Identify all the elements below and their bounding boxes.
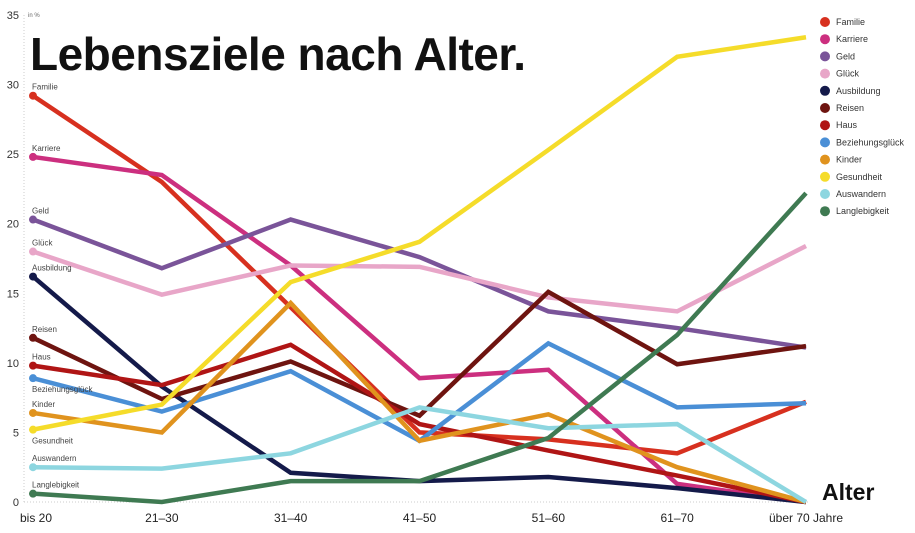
y-tick-label: 25: [7, 149, 19, 161]
x-tick-label: 61–70: [660, 511, 694, 525]
legend-marker: [820, 17, 830, 27]
legend-entry: Gesundheit: [836, 172, 883, 182]
legend-marker: [820, 51, 830, 62]
x-tick-label: 21–30: [145, 511, 179, 525]
series-lines: [29, 35, 808, 505]
series-label: Karriere: [32, 144, 61, 153]
legend-marker: [820, 85, 830, 96]
series-label: Reisen: [32, 325, 57, 334]
series-line-Haus: [32, 342, 807, 505]
y-tick-label: 10: [7, 358, 19, 370]
x-tick-label: über 70 Jahre: [769, 511, 843, 525]
legend-entry: Kinder: [836, 155, 862, 165]
legend-entry: Auswandern: [836, 189, 886, 199]
y-tick-label: 5: [13, 427, 19, 439]
legend: Familie Karriere Geld Glück Ausbildung Reisen…: [820, 17, 905, 217]
legend-entry: Beziehungsglück: [836, 137, 905, 147]
legend-marker: [820, 206, 830, 217]
series-label: Ausbildung: [32, 264, 72, 273]
series-line-Familie: [31, 93, 807, 456]
x-axis-title: Alter: [822, 479, 874, 505]
series-label: Geld: [32, 207, 49, 216]
y-axis-unit: in %: [28, 13, 40, 19]
series-label: Langlebigkeit: [32, 481, 80, 490]
series-label: Kinder: [32, 400, 55, 409]
legend-entry: Haus: [836, 120, 858, 130]
y-tick-label: 15: [7, 288, 19, 300]
legend-marker: [820, 120, 830, 131]
legend-entry: Familie: [836, 17, 865, 27]
x-tick-label: 41–50: [403, 511, 437, 525]
series-line-Reisen: [32, 289, 807, 419]
series-label: Glück: [32, 239, 53, 248]
legend-marker: [820, 137, 830, 148]
axes: 0 5 10 15 20 25 30 35 bis 20 21–30 31–40 41–50 51–60…: [7, 10, 844, 525]
legend-entry: Glück: [836, 69, 860, 79]
x-tick-label: bis 20: [20, 511, 52, 525]
legend-entry: Langlebigkeit: [836, 206, 890, 216]
x-tick-label: 51–60: [532, 511, 566, 525]
series-labels: Familie Karriere Geld Glück Ausbildung Reisen…: [32, 83, 93, 490]
legend-marker: [820, 189, 830, 199]
legend-marker: [820, 154, 830, 165]
series-line-Geld: [32, 217, 807, 350]
series-label: Auswandern: [32, 454, 76, 463]
legend-entry: Reisen: [836, 103, 864, 113]
legend-marker: [820, 171, 830, 182]
series-line-Gesundheit: [32, 35, 807, 432]
x-tick-label: 31–40: [274, 511, 308, 525]
series-label: Gesundheit: [32, 437, 74, 446]
legend-marker: [820, 34, 830, 45]
legend-entry: Karriere: [836, 34, 868, 44]
y-tick-label: 30: [7, 80, 19, 92]
legend-entry: Geld: [836, 51, 855, 61]
series-label: Beziehungsglück: [32, 385, 93, 394]
series-line-Kinder: [32, 299, 807, 505]
y-tick-label: 20: [7, 219, 19, 231]
y-tick-label: 35: [7, 10, 19, 22]
legend-marker: [820, 103, 830, 113]
y-tick-label: 0: [13, 497, 19, 509]
chart-title: Lebensziele nach Alter.: [30, 28, 526, 80]
legend-entry: Ausbildung: [836, 86, 881, 96]
series-label: Familie: [32, 83, 58, 92]
legend-marker: [820, 68, 830, 79]
series-label: Haus: [32, 353, 51, 362]
